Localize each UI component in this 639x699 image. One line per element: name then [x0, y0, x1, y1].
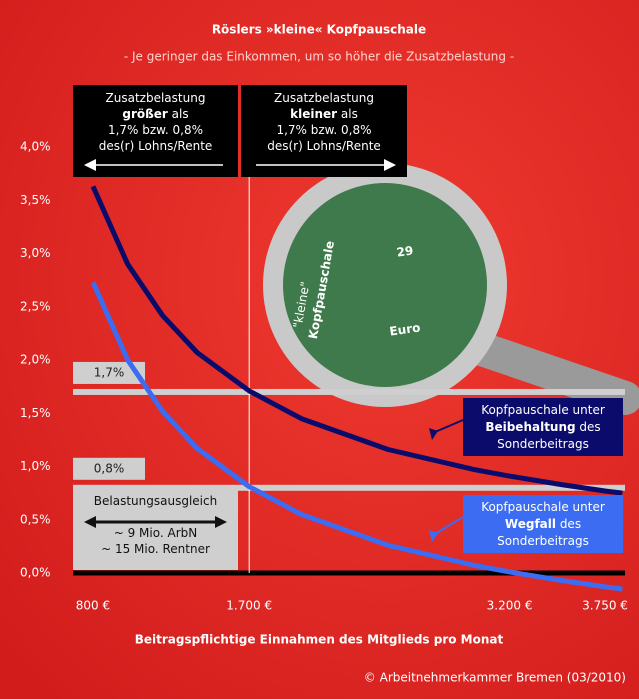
annotation-text: Belastungsausgleich: [94, 494, 217, 508]
annotation-text: des(r) Lohns/Rente: [267, 139, 381, 153]
y-tick-label: 1,5%: [20, 406, 51, 420]
annotation-line: ~ 9 Mio. ArbN: [114, 526, 198, 540]
annotation-text: ~ 9 Mio. ArbN: [114, 526, 198, 540]
source: © Arbeitnehmerkammer Bremen (03/2010): [364, 671, 626, 685]
annotation-text: Kopfpauschale unter: [481, 500, 605, 514]
annotation-line: Sonderbeitrags: [497, 534, 589, 548]
annotation-text: 1,7% bzw. 0,8%: [276, 123, 371, 137]
annotation: Zusatzbelastung kleiner als 1,7% bzw. 0,8%…: [241, 85, 407, 177]
annotation-text: des(r) Lohns/Rente: [99, 139, 213, 153]
chart-title: Röslers »kleine« Kopfpauschale: [212, 23, 426, 37]
x-axis-title: Beitragspflichtige Einnahmen des Mitglie…: [135, 633, 504, 647]
annotation-line: Beibehaltung des: [485, 420, 600, 434]
annotation-text: ~ 15 Mio. Rentner: [101, 542, 210, 556]
y-tick-label: 4,0%: [20, 140, 51, 154]
annotation-line: kleiner als: [290, 107, 358, 121]
illustration-text: 29: [396, 243, 414, 259]
annotation-line: Kopfpauschale unter: [481, 403, 605, 417]
x-tick-label: 1.700 €: [226, 599, 272, 613]
annotation-text: Sonderbeitrags: [497, 534, 589, 548]
x-tick-label: 800 €: [76, 599, 110, 613]
annotation-line: ~ 15 Mio. Rentner: [101, 542, 210, 556]
annotation-text: Beibehaltung: [485, 420, 575, 434]
annotation-text: 1,7% bzw. 0,8%: [108, 123, 203, 137]
y-tick-label: 2,0%: [20, 353, 51, 367]
reference-line: [73, 389, 625, 395]
annotation-text: als: [168, 107, 189, 121]
y-tick-label: 2,5%: [20, 299, 51, 313]
y-tick-label: 0,0%: [20, 566, 51, 580]
chart-subtitle: - Je geringer das Einkommen, um so höher…: [124, 50, 514, 64]
annotation-line: des(r) Lohns/Rente: [99, 139, 213, 153]
annotation-text: kleiner: [290, 107, 337, 121]
annotation-line: 1,7% bzw. 0,8%: [108, 123, 203, 137]
annotation-line: Sonderbeitrags: [497, 437, 589, 451]
annotation: Zusatzbelastung größer als 1,7% bzw. 0,8% d…: [73, 85, 238, 177]
magnifier-lens: [283, 183, 487, 387]
annotation-text: Kopfpauschale unter: [481, 403, 605, 417]
annotation-text: Sonderbeitrags: [497, 437, 589, 451]
annotation-text: Wegfall: [505, 517, 556, 531]
chart: "kleine" Kopfpauschale 29 Euro Röslers »…: [0, 0, 639, 699]
x-tick-label: 3.750 €: [582, 599, 628, 613]
page: {"chart_data": { "type": "line", "title"…: [0, 0, 639, 699]
annotation-line: Wegfall des: [505, 517, 581, 531]
y-tick-label: 3,0%: [20, 246, 51, 260]
annotation-line: Kopfpauschale unter: [481, 500, 605, 514]
y-tick-label: 3,5%: [20, 193, 51, 207]
reference-label: 1,7%: [94, 365, 125, 379]
annotation-text: Zusatzbelastung: [274, 91, 374, 105]
annotation-line: Zusatzbelastung: [274, 91, 374, 105]
annotation-line: 1,7% bzw. 0,8%: [276, 123, 371, 137]
annotation-text: Zusatzbelastung: [106, 91, 206, 105]
annotation-line: größer als: [122, 107, 188, 121]
annotation-text: größer: [122, 107, 168, 121]
reference-label: 0,8%: [94, 461, 125, 475]
annotation-line: Zusatzbelastung: [106, 91, 206, 105]
annotation-line: Belastungsausgleich: [94, 494, 217, 508]
annotation-text: als: [337, 107, 358, 121]
y-tick-label: 0,5%: [20, 512, 51, 526]
annotation-text: des: [576, 420, 601, 434]
annotation-line: des(r) Lohns/Rente: [267, 139, 381, 153]
x-tick-label: 3.200 €: [487, 599, 533, 613]
annotation-text: des: [556, 517, 581, 531]
y-tick-label: 1,0%: [20, 459, 51, 473]
